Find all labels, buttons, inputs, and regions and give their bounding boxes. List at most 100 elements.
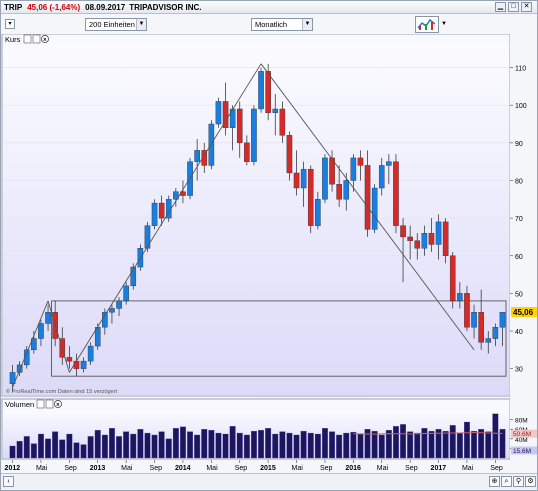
candle-body xyxy=(144,225,151,249)
volume-bar xyxy=(151,434,158,459)
time-axis-bg xyxy=(1,460,537,472)
time-axis: 2012 Mai Sep 2013 Mai Sep 2014 Mai Sep 2015 Mai Sep… xyxy=(5,460,503,472)
wrench-icon[interactable] xyxy=(36,399,45,409)
price-axis-label: 80 xyxy=(515,178,523,185)
candle-body xyxy=(315,199,321,226)
wrench-icon[interactable] xyxy=(23,34,32,44)
volume-bar xyxy=(364,429,371,459)
last-price-badge: 45,06 xyxy=(511,306,537,317)
candle-body xyxy=(307,168,314,226)
candle-body xyxy=(471,312,477,328)
candle-body xyxy=(421,232,428,249)
volume-bar xyxy=(59,439,66,459)
volume-bar xyxy=(222,433,229,459)
units-select[interactable]: 200 Einheiten ▼ xyxy=(85,18,147,31)
volume-bar xyxy=(94,430,101,459)
symbol-label: TRIP xyxy=(4,2,23,12)
zoom-icon[interactable]: ⊕ xyxy=(489,476,500,487)
volume-bar xyxy=(30,443,37,459)
candle-body xyxy=(442,221,449,256)
candle-body xyxy=(428,232,435,245)
scroll-left-icon[interactable]: ‹ xyxy=(3,476,14,487)
candle-body xyxy=(173,191,179,200)
volume-bar xyxy=(80,444,87,459)
volume-bar xyxy=(45,438,51,459)
volume-bar xyxy=(392,426,399,459)
volume-bar xyxy=(265,428,272,459)
candle-body xyxy=(343,180,350,200)
range-box-rect xyxy=(51,300,507,377)
volume-bar xyxy=(229,426,236,459)
volume-bar xyxy=(449,425,456,459)
volume-bar xyxy=(144,432,151,459)
volume-bar xyxy=(130,433,137,459)
volume-bar xyxy=(321,428,328,459)
chart-area: Kurs × 30 40 50 60 70 80 90 100 110 45,06 © ProR… xyxy=(1,34,537,472)
time-axis-label: Mai xyxy=(377,465,389,472)
candle-body xyxy=(499,312,506,328)
volume-bar xyxy=(116,436,122,459)
candle-body xyxy=(116,300,122,309)
candle-body xyxy=(414,240,421,249)
close-icon[interactable]: ✕ xyxy=(521,2,532,12)
chevron-down-icon[interactable]: ▾ xyxy=(5,19,15,29)
candle-body xyxy=(457,293,463,302)
chevron-down-icon[interactable]: ▼ xyxy=(441,21,447,27)
instrument-name: TRIPADVISOR INC. xyxy=(129,2,202,12)
settings-icon[interactable]: ⚙ xyxy=(525,476,536,487)
volume-bar xyxy=(236,432,243,459)
volume-bar xyxy=(400,424,406,459)
volume-bar xyxy=(471,430,477,459)
window-icon[interactable] xyxy=(32,34,41,44)
volume-bar xyxy=(272,433,279,459)
chart-type-icon[interactable] xyxy=(415,16,439,33)
price-change: 45,06 (-1,64%) xyxy=(27,2,81,12)
time-axis-label: Mai xyxy=(36,465,48,472)
price-axis-bg xyxy=(510,34,537,396)
interval-select[interactable]: Monatlich ▼ xyxy=(251,18,313,31)
time-axis-label: 2012 xyxy=(5,465,21,472)
price-panel-tools: × xyxy=(23,34,49,44)
volume-last-badge: 15.6M xyxy=(513,448,531,455)
toolbar: ▾ 200 Einheiten ▼ Monatlich ▼ ▼ xyxy=(1,15,537,35)
candle-body xyxy=(386,161,392,166)
maximize-icon[interactable]: □ xyxy=(508,2,519,12)
time-axis-label: 2017 xyxy=(431,465,447,472)
volume-bar xyxy=(172,428,179,459)
volume-bar xyxy=(357,433,364,459)
volume-bar xyxy=(442,430,449,459)
volume-bar xyxy=(456,432,463,459)
time-axis-label: 2015 xyxy=(260,465,276,472)
time-axis-label: Sep xyxy=(150,465,163,472)
volume-bar xyxy=(250,430,257,459)
time-axis-label: 2014 xyxy=(175,465,191,472)
magnifier-icon[interactable]: ⌕ xyxy=(501,476,512,487)
time-axis-label: Sep xyxy=(405,465,418,472)
volume-bar xyxy=(73,442,80,459)
volume-bar xyxy=(165,438,172,459)
volume-bar xyxy=(463,421,470,459)
candle-body xyxy=(350,157,357,181)
volume-bar xyxy=(421,428,428,459)
candle-body xyxy=(286,135,293,174)
candle-body xyxy=(322,157,328,200)
search-icon[interactable]: ⚲ xyxy=(513,476,524,487)
minimize-icon[interactable]: ▁ xyxy=(495,2,506,12)
volume-bar xyxy=(101,434,108,459)
price-axis-label: 40 xyxy=(515,329,523,336)
close-icon[interactable] xyxy=(41,35,49,43)
volume-bar xyxy=(336,434,343,459)
close-icon[interactable] xyxy=(54,400,62,408)
candle-body xyxy=(73,360,80,369)
candle-body xyxy=(244,142,250,162)
time-axis-label: Sep xyxy=(235,465,248,472)
time-axis-label: 2013 xyxy=(90,465,106,472)
candle-body xyxy=(300,168,307,189)
chevron-down-icon: ▼ xyxy=(302,19,312,30)
candle-body xyxy=(66,357,73,362)
price-axis-label: 50 xyxy=(515,291,523,298)
window-icon[interactable] xyxy=(45,399,54,409)
candle-body xyxy=(336,184,342,200)
